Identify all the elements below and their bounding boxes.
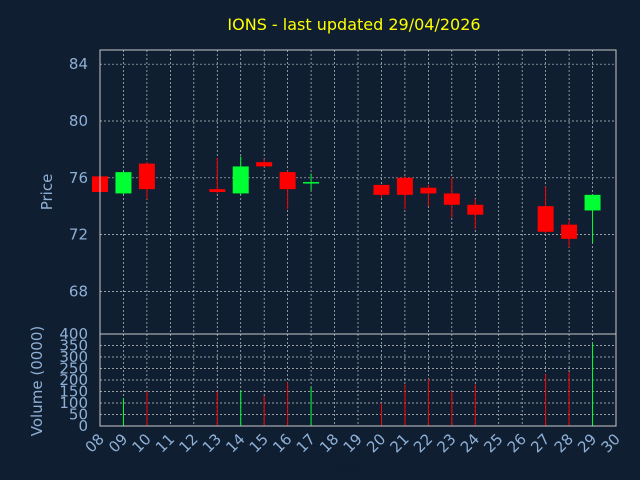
volume-frame (99, 333, 617, 427)
volume-tick-label: 300 (59, 348, 88, 366)
volume-tick-label: 50 (69, 406, 88, 424)
candle-body (396, 177, 413, 195)
candle-body (420, 187, 437, 194)
candle (467, 199, 484, 229)
x-axis-label: Day (333, 457, 363, 475)
candle-body (584, 194, 601, 211)
volume-tick-label: 250 (59, 360, 88, 378)
volume-tick-label: 350 (59, 337, 88, 355)
candle-body (467, 204, 484, 215)
candle (420, 184, 437, 207)
candle-body (373, 184, 390, 195)
candle (138, 162, 155, 200)
candle (303, 173, 320, 191)
candle-body (232, 166, 249, 194)
price-tick-label: 76 (69, 169, 88, 187)
candle-body (138, 163, 155, 190)
candle (537, 186, 554, 234)
candle (256, 159, 273, 167)
candle-body (256, 162, 273, 167)
candle-body (443, 193, 460, 205)
candle (561, 220, 578, 248)
candle (396, 176, 413, 210)
volume-tick-label: 200 (59, 371, 88, 389)
price-panel: 68 72 76 80 84 Price (38, 49, 617, 335)
candle-body (115, 172, 132, 194)
candle (373, 184, 390, 198)
candle (232, 156, 249, 195)
price-tick-label: 80 (69, 112, 88, 130)
volume-tick-label: 150 (59, 383, 88, 401)
volume-axis-label: Volume (0000) (28, 326, 46, 436)
candle-body (303, 182, 320, 184)
price-tick-label: 72 (69, 226, 88, 244)
candle-body (561, 224, 578, 239)
candle-body (209, 189, 226, 192)
candle-body (279, 172, 296, 190)
candle-body (537, 206, 554, 232)
candle (443, 177, 460, 218)
candle (209, 157, 226, 194)
price-tick-label: 68 (69, 282, 88, 300)
price-tick-label: 84 (69, 55, 88, 73)
candle (584, 194, 601, 244)
chart-title: IONS - last updated 29/04/2026 (227, 15, 480, 34)
candle (115, 170, 132, 195)
volume-tick-label: 0 (78, 417, 88, 435)
volume-tick-label: 400 (59, 325, 88, 343)
volume-tick-label: 100 (59, 394, 88, 412)
candle (279, 170, 296, 210)
price-axis-label: Price (38, 174, 56, 211)
